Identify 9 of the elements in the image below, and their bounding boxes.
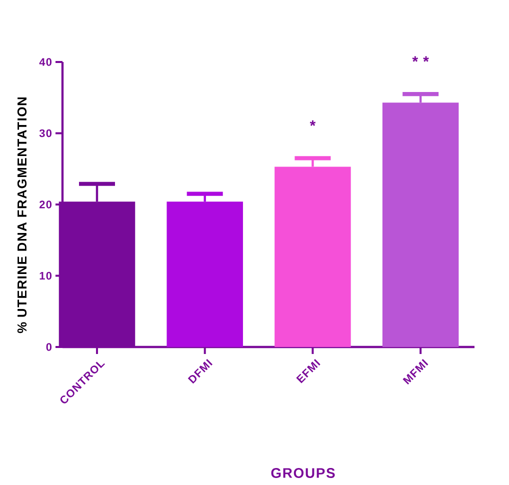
y-tick-label: 20 [39, 200, 52, 208]
y-tick-label: 30 [39, 129, 52, 138]
annotation: * * [412, 56, 429, 62]
y-tick-label: 0 [46, 343, 52, 351]
annotation: * [310, 120, 316, 126]
y-tick-label: 10 [40, 272, 52, 280]
y-tick-label: 40 [39, 58, 52, 66]
y-axis-title: % UTERINE DNA FRAGMENTATION [17, 97, 27, 334]
x-axis-title: GROUPS [271, 468, 335, 478]
